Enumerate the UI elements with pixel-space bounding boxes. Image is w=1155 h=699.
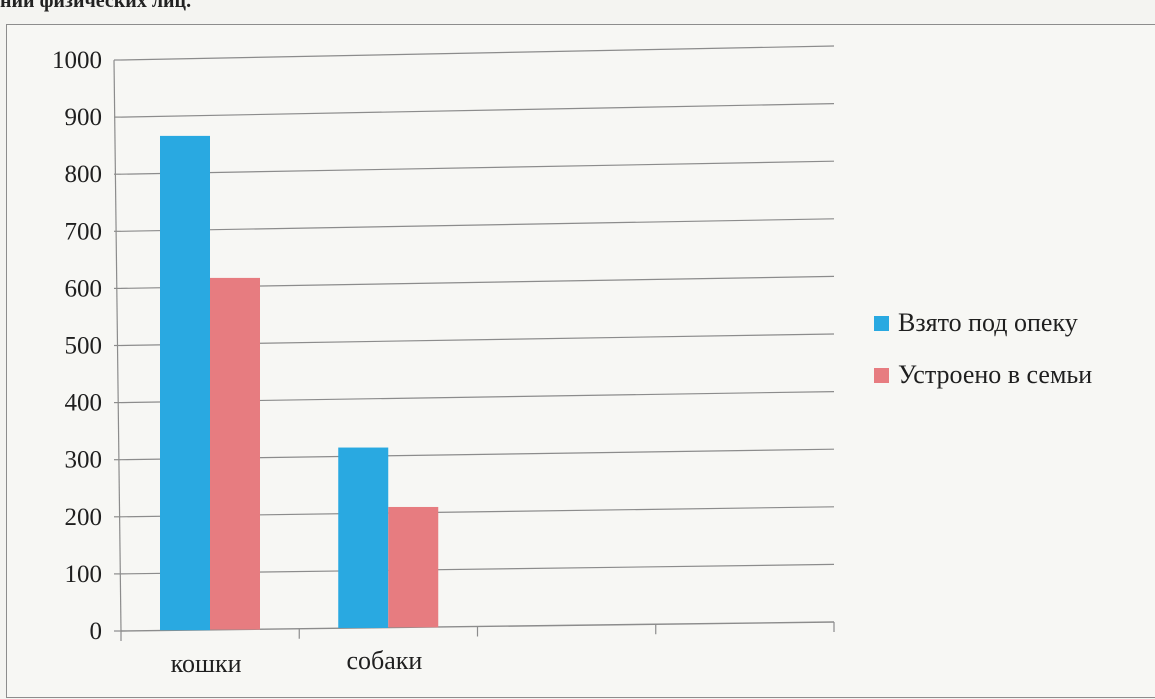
bar-vzyato-1: [338, 447, 389, 628]
y-tick-label-400: 400: [65, 390, 103, 417]
y-tick-label-200: 200: [65, 504, 103, 531]
y-tick-label-100: 100: [65, 561, 103, 588]
y-tick-label-800: 800: [65, 161, 103, 188]
x-tick-label-1: собаки: [346, 646, 422, 675]
legend-swatch-1: [874, 368, 889, 383]
x-tick-label-0: кошки: [171, 649, 242, 678]
legend-label-0: Взято под опеку: [898, 308, 1078, 337]
bar-ustroeno-1: [388, 506, 439, 628]
gridline-1000: [120, 45, 835, 61]
y-tick-label-0: 0: [90, 618, 103, 645]
y-tick-label-500: 500: [65, 333, 103, 360]
legend-swatch-0: [874, 316, 889, 331]
legend-label-1: Устроено в семьи: [898, 360, 1092, 389]
y-tick-label-300: 300: [65, 447, 103, 474]
bar-ustroeno-0: [210, 277, 260, 630]
y-tick-label-600: 600: [65, 275, 103, 302]
gridline-800: [120, 160, 835, 175]
gridline-700: [120, 218, 835, 232]
caption-text: ний физических лиц.: [0, 0, 192, 12]
bar-vzyato-0: [160, 135, 210, 631]
y-tick-label-900: 900: [65, 104, 103, 131]
y-axis-line: [113, 60, 122, 632]
y-tick-label-1000: 1000: [52, 47, 102, 74]
y-tick-label-700: 700: [65, 218, 103, 245]
gridline-900: [120, 103, 835, 118]
